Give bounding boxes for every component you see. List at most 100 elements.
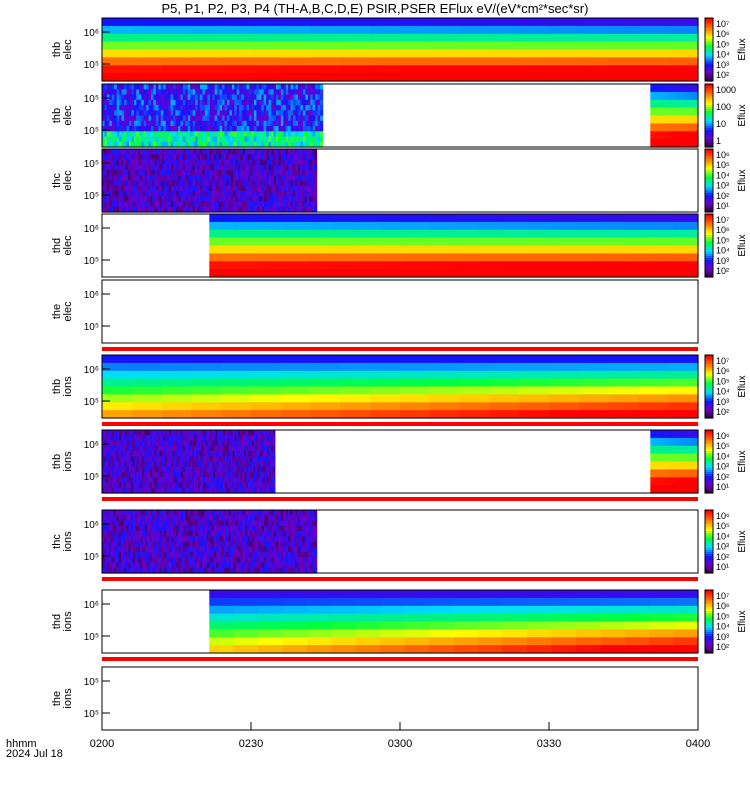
spectrogram-cell: [211, 170, 215, 176]
spectrogram-cell: [153, 440, 157, 447]
spectrogram-cell: [117, 466, 120, 473]
spectrogram-cell: [203, 472, 207, 478]
spectrogram-cell: [226, 531, 229, 537]
spectrogram-cell: [273, 141, 277, 148]
spectrogram-cell: [283, 94, 287, 101]
colorbar-segment: [705, 361, 713, 364]
spectrogram-cell: [249, 466, 253, 473]
colorbar-segment: [705, 155, 713, 158]
spectrogram-cell: [273, 164, 277, 171]
spectrogram-cell: [340, 41, 371, 51]
spectrogram-cell: [290, 84, 294, 90]
spectrogram-cell: [695, 99, 699, 109]
spectrogram-cell: [214, 110, 218, 117]
spectrogram-cell: [121, 159, 125, 166]
spectrogram-cell: [197, 557, 201, 564]
spectrogram-cell: [180, 536, 184, 543]
spectrogram-cell: [131, 73, 163, 82]
spectrogram-cell: [136, 461, 140, 468]
spectrogram-cell: [285, 191, 289, 197]
colorbar-segment: [705, 411, 713, 415]
spectrogram-cell: [400, 57, 431, 66]
spectrogram-cell: [489, 57, 520, 66]
spectrogram-cell: [121, 472, 124, 478]
spectrogram-cell: [144, 430, 147, 436]
spectrogram-cell: [578, 386, 610, 395]
spectrogram-cell: [245, 191, 248, 197]
spectrogram-cell: [176, 487, 180, 494]
spectrogram-cell: [241, 84, 245, 90]
spectrogram-cell: [163, 84, 167, 90]
spectrogram-cell: [217, 131, 221, 138]
spectrogram-cell: [209, 445, 212, 452]
spectrogram-cell: [370, 25, 401, 35]
spectrogram-cell: [271, 435, 274, 442]
spectrogram-cell: [144, 185, 148, 192]
spectrogram-cell: [259, 472, 262, 478]
spectrogram-cell: [221, 175, 225, 182]
spectrogram-cell: [133, 141, 137, 148]
spectrogram-cell: [209, 531, 213, 537]
spectrogram-cell: [154, 159, 158, 166]
spectrogram-cell: [111, 525, 115, 532]
spectrogram-cell: [664, 123, 668, 132]
spectrogram-cell: [184, 435, 188, 442]
spectrogram-cell: [668, 362, 699, 372]
spectrogram-cell: [222, 99, 226, 106]
spectrogram-cell: [298, 84, 302, 90]
spectrogram-cell: [195, 159, 198, 166]
spectrogram-cell: [209, 261, 235, 270]
spectrogram-cell: [232, 445, 236, 452]
spectrogram-cell: [195, 546, 198, 553]
spectrogram-cell: [263, 126, 267, 132]
spectrogram-cell: [209, 546, 213, 553]
spectrogram-cell: [674, 469, 678, 478]
spectrogram-cell: [186, 430, 189, 436]
colorbar-segment: [705, 459, 713, 463]
spectrogram-cell: [211, 546, 215, 553]
spectrogram-cell: [246, 131, 250, 138]
spectrogram-cell: [205, 440, 209, 447]
spectrogram-cell: [271, 136, 275, 143]
spectrogram-cell: [190, 164, 194, 171]
spectrogram-cell: [657, 91, 661, 101]
spectrogram-cell: [259, 445, 262, 452]
spectrogram-cell: [135, 515, 139, 522]
spectrogram-cell: [138, 131, 142, 138]
spectrogram-cell: [104, 201, 108, 208]
spectrogram-cell: [459, 57, 490, 66]
spectrogram-cell: [242, 472, 245, 478]
spectrogram-cell: [259, 487, 262, 494]
spectrogram-cell: [254, 154, 258, 161]
spectrogram-cell: [133, 105, 137, 111]
spectrogram-cell: [238, 482, 241, 489]
spectrogram-cell: [240, 149, 244, 155]
spectrogram-cell: [140, 456, 143, 463]
spectrogram-cell: [106, 164, 110, 171]
spectrogram-cell: [226, 477, 230, 484]
spectrogram-cell: [638, 18, 669, 27]
spectrogram-cell: [252, 206, 256, 213]
spectrogram-cell: [233, 541, 237, 548]
spectrogram-cell: [121, 84, 125, 90]
spectrogram-cell: [137, 185, 141, 192]
spectrogram-cell: [171, 164, 175, 171]
spectrogram-cell: [608, 33, 639, 43]
spectrogram-cell: [234, 84, 238, 90]
spectrogram-cell: [678, 139, 682, 148]
spectrogram-cell: [207, 84, 211, 90]
spectrogram-cell: [204, 110, 208, 117]
spectrogram-cell: [138, 94, 142, 101]
spectrogram-cell: [257, 456, 261, 463]
spectrogram-cell: [259, 440, 262, 447]
spectrogram-cell: [182, 126, 186, 132]
spectrogram-cell: [312, 110, 316, 117]
spectrogram-cell: [173, 89, 177, 96]
spectrogram-cell: [683, 99, 687, 109]
spectrogram-cell: [102, 402, 133, 411]
spectrogram-cell: [608, 410, 639, 419]
spectrogram-cell: [674, 123, 678, 132]
spectrogram-cell: [214, 567, 217, 574]
spectrogram-cell: [218, 515, 222, 522]
spectrogram-cell: [253, 445, 257, 452]
